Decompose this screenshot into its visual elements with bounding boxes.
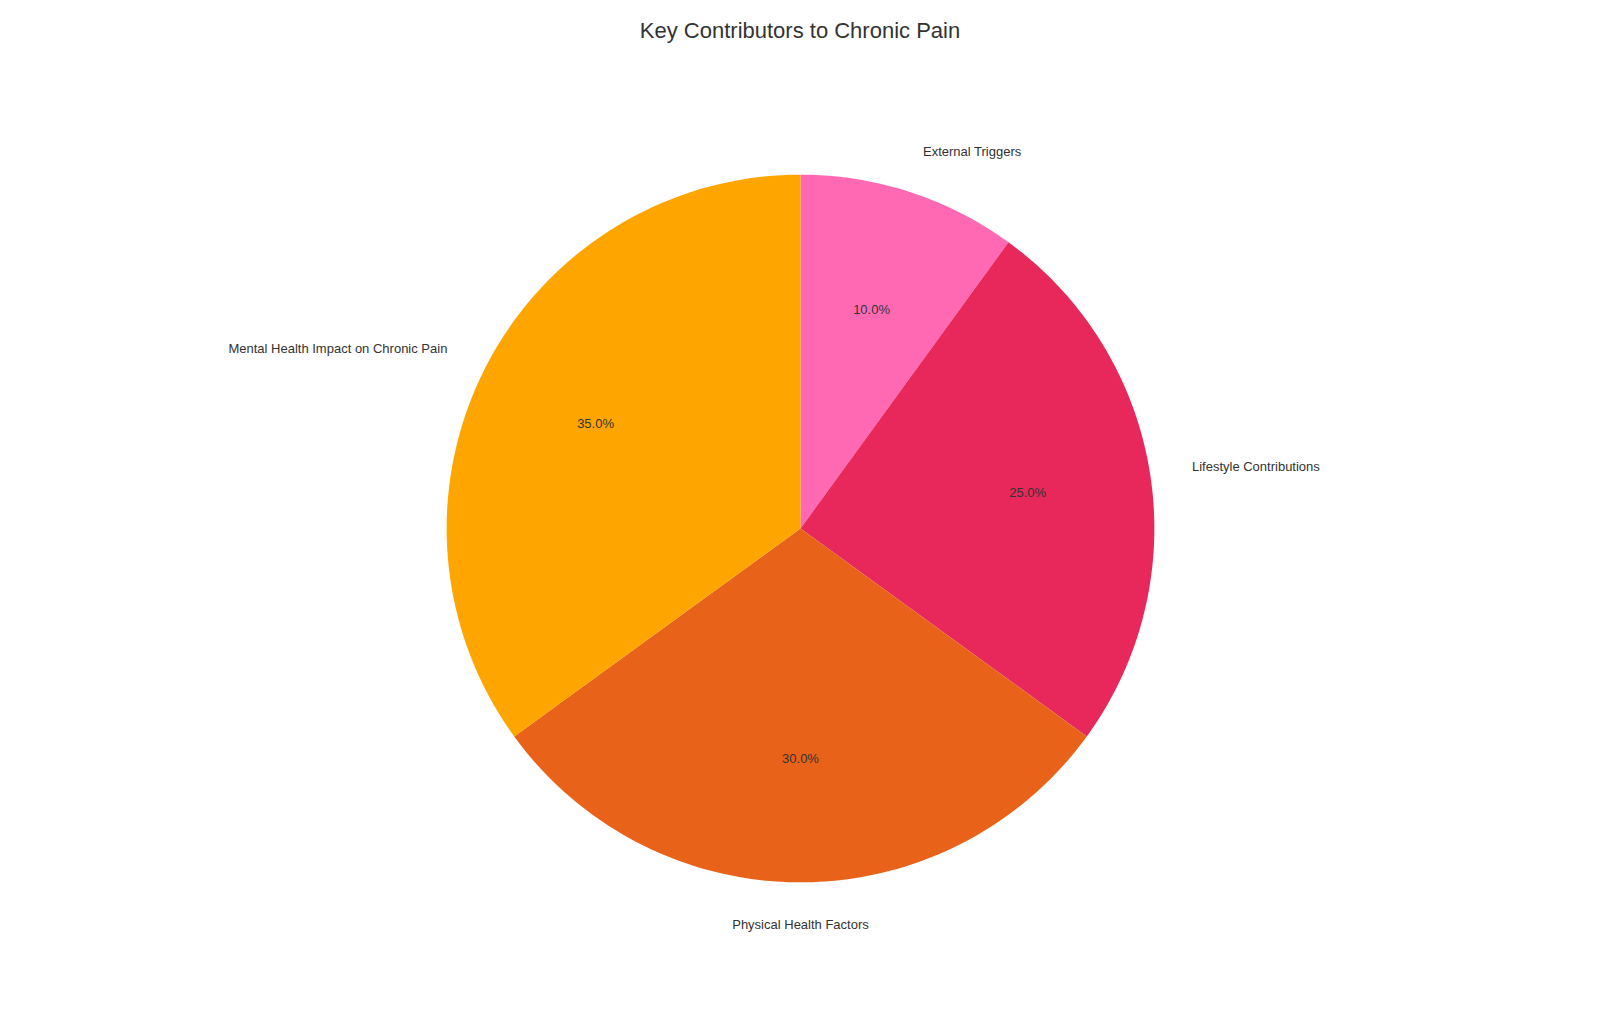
svg-text:25.0%: 25.0% — [1009, 485, 1046, 500]
svg-text:Mental Health Impact on Chroni: Mental Health Impact on Chronic Pain — [228, 341, 447, 356]
svg-text:Lifestyle Contributions: Lifestyle Contributions — [1192, 459, 1320, 474]
html-text:Key Contributors to Chronic Pa: Key Contributors to Chronic Pain — [639, 18, 961, 43]
svg-text:10.0%: 10.0% — [853, 302, 890, 317]
svg-text:External Triggers: External Triggers — [923, 144, 1022, 159]
svg-text:35.0%: 35.0% — [577, 416, 614, 431]
svg-text:30.0%: 30.0% — [782, 751, 819, 766]
svg-text:Physical Health Factors: Physical Health Factors — [732, 917, 869, 932]
